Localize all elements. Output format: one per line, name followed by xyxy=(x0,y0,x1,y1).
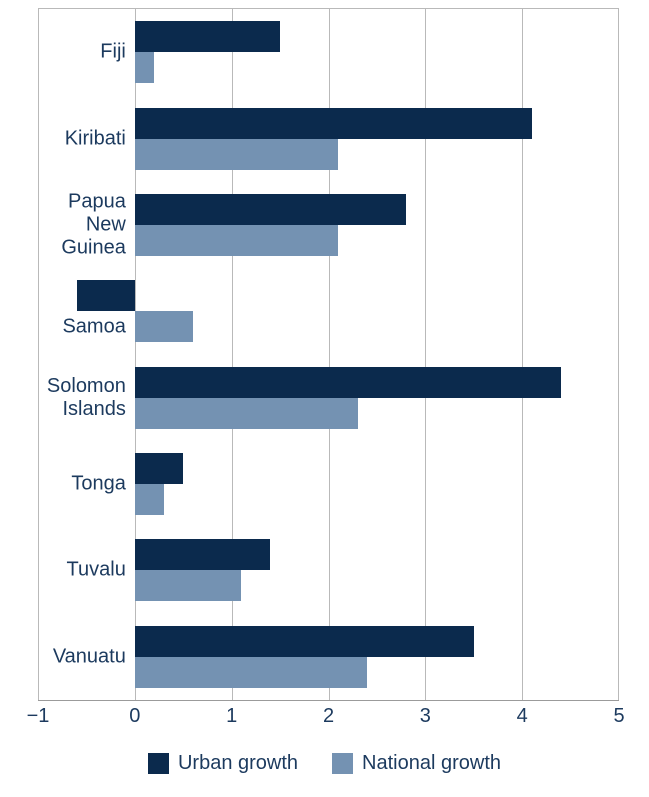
gridline xyxy=(618,9,619,700)
national-growth-bar xyxy=(134,311,193,343)
gridline xyxy=(328,9,330,700)
gridline xyxy=(38,9,39,700)
chart-row: Papua New Guinea xyxy=(38,182,619,268)
national-growth-bar xyxy=(134,138,339,170)
urban-growth-bar xyxy=(134,625,474,657)
x-tick-label: 0 xyxy=(129,705,141,727)
urban-growth-bar xyxy=(134,539,271,571)
national-growth-swatch-icon xyxy=(332,753,354,774)
category-label: Vanuatu xyxy=(52,645,126,668)
legend-label-national-growth: National growth xyxy=(362,752,502,774)
chart-row: Samoa xyxy=(38,268,619,354)
urban-growth-bar xyxy=(134,193,406,225)
chart-row: Vanuatu xyxy=(38,614,619,700)
chart-row: Tuvalu xyxy=(38,527,619,613)
gridline xyxy=(522,9,524,700)
category-label: Fiji xyxy=(100,40,126,63)
x-tick-label: 5 xyxy=(613,705,625,727)
category-label: Tonga xyxy=(71,472,126,495)
x-tick-label: 4 xyxy=(516,705,528,727)
x-tick-label: 2 xyxy=(322,705,335,727)
legend-item-urban-growth: Urban growth xyxy=(147,752,299,775)
national-growth-bar xyxy=(134,224,339,256)
chart-row: Tonga xyxy=(38,441,619,527)
gridline xyxy=(134,9,136,700)
national-growth-bar xyxy=(134,570,242,602)
x-tick-label: 1 xyxy=(226,705,238,727)
urban-growth-bar xyxy=(134,107,532,139)
chart-legend: Urban growth National growth xyxy=(0,752,649,775)
category-label: Kiribati xyxy=(64,127,126,150)
x-axis: −1 0 1 2 3 4 5 xyxy=(27,705,625,733)
national-growth-bar xyxy=(134,484,164,516)
x-tick-label: −1 xyxy=(26,705,50,727)
gridline xyxy=(231,9,233,700)
category-label: Solomon Islands xyxy=(46,374,126,420)
category-label: Samoa xyxy=(62,315,126,338)
national-growth-bar xyxy=(134,397,358,429)
chart-row: Kiribati xyxy=(38,95,619,181)
chart-row: Fiji xyxy=(38,9,619,95)
urban-growth-bar xyxy=(134,366,561,398)
plot-area: Fiji Kiribati Papua New Guinea Samoa Solomon Is… xyxy=(38,8,619,701)
x-tick-label: 3 xyxy=(419,705,431,727)
urban-growth-bar xyxy=(134,21,281,53)
urban-growth-bar xyxy=(134,453,184,485)
urban-growth-swatch-icon xyxy=(147,753,169,774)
legend-item-national-growth: National growth xyxy=(332,752,501,775)
chart-row: Solomon Islands xyxy=(38,355,619,441)
legend-label-urban-growth: Urban growth xyxy=(177,752,299,774)
national-growth-bar xyxy=(134,656,368,688)
category-label: Papua New Guinea xyxy=(61,190,126,259)
category-label: Tuvalu xyxy=(66,558,126,581)
national-growth-bar xyxy=(134,52,155,84)
urban-growth-bar xyxy=(76,280,135,312)
gridline xyxy=(425,9,427,700)
